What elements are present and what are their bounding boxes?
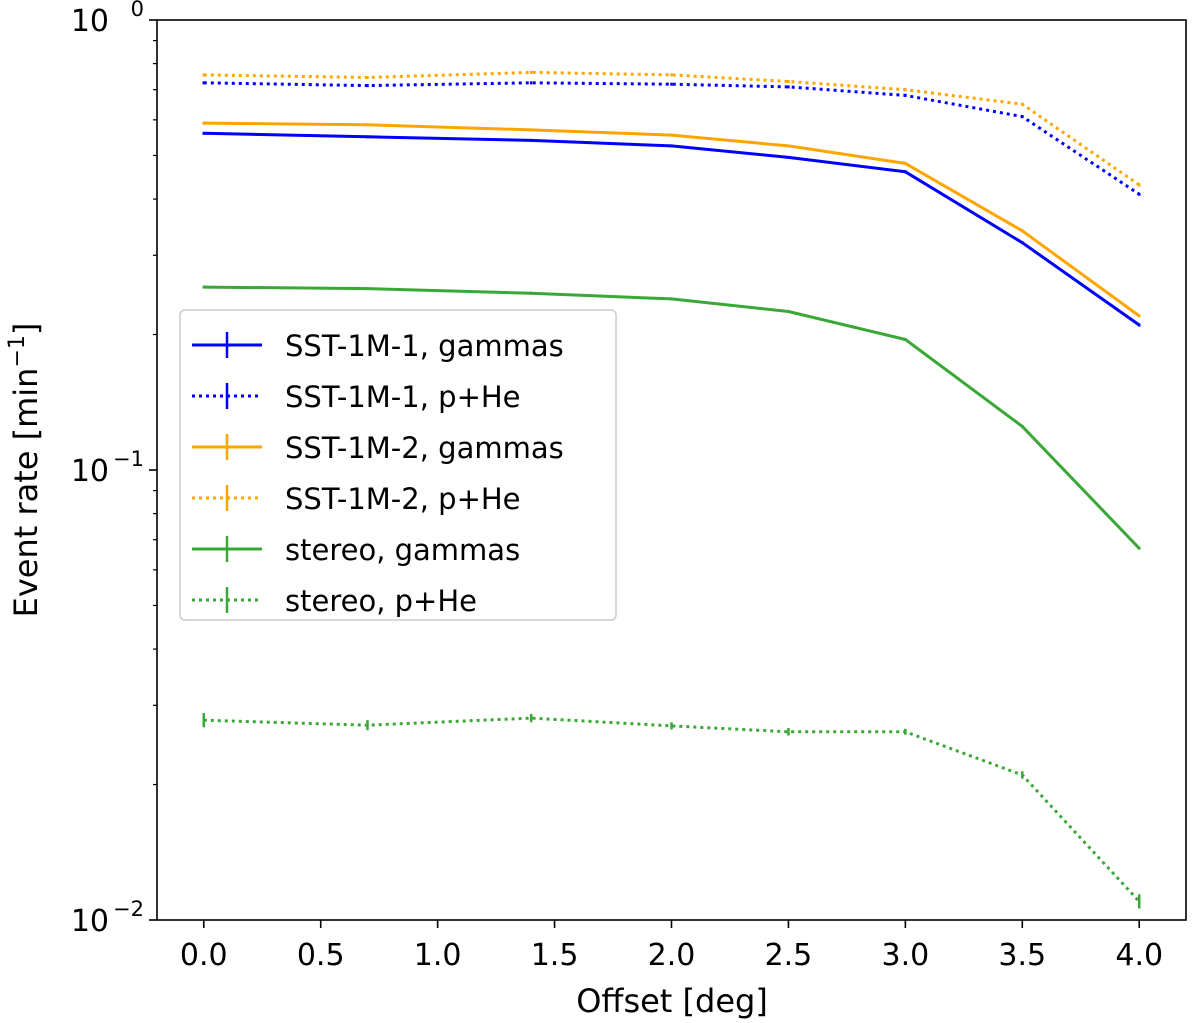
y-tick-label: 10 −2 [71,897,144,939]
y-tick-base: 10 [71,454,109,489]
y-axis-label-close: ] [7,323,45,335]
series-line [203,81,1141,196]
x-tick-label: 0.5 [297,938,345,973]
legend-box [179,309,617,621]
legend-label: SST-1M-2, p+He [285,482,521,516]
legend-label: stereo, p+He [285,584,477,618]
y-tick-label: 10 −1 [71,447,144,489]
x-tick-label: 2.0 [648,938,696,973]
x-tick-label: 3.0 [882,938,930,973]
series-line [203,70,1141,187]
legend-label: stereo, gammas [285,533,520,567]
y-tick-base: 10 [71,4,109,39]
x-tick-label: 3.5 [998,938,1046,973]
y-tick-base: 10 [71,904,109,939]
y-tick-exponent: −2 [113,897,144,921]
legend-items: SST-1M-1, gammas SST-1M-1, p+He SST-1M-2, … [192,329,564,618]
series-line [203,121,1141,318]
x-tick-label: 1.5 [531,938,579,973]
x-tick-label: 4.0 [1115,938,1163,973]
legend-label: SST-1M-1, p+He [285,380,521,414]
y-axis-label-main: Event rate [min [7,368,45,618]
y-tick-exponent: 0 [131,0,144,21]
x-axis-label: Offset [deg] [576,982,768,1020]
y-tick-label: 10 0 [71,0,144,39]
legend: SST-1M-1, gammas SST-1M-1, p+He SST-1M-2, … [179,309,617,621]
legend-label: SST-1M-1, gammas [285,329,564,363]
y-axis-label-exponent: −1 [5,335,30,367]
series-line [203,716,1141,903]
series-line [203,285,1141,550]
legend-label: SST-1M-2, gammas [285,431,564,465]
series-line [203,131,1141,327]
y-axis-label: Event rate [min−1] [5,323,45,618]
series-layer [202,70,1141,909]
x-tick-label: 1.0 [414,938,462,973]
x-axis: 0.0 0.5 1.0 1.5 2.0 2.5 3.0 3.5 4.0 [180,920,1163,973]
y-tick-exponent: −1 [113,447,144,471]
x-tick-label: 2.5 [765,938,813,973]
x-tick-label: 0.0 [180,938,228,973]
